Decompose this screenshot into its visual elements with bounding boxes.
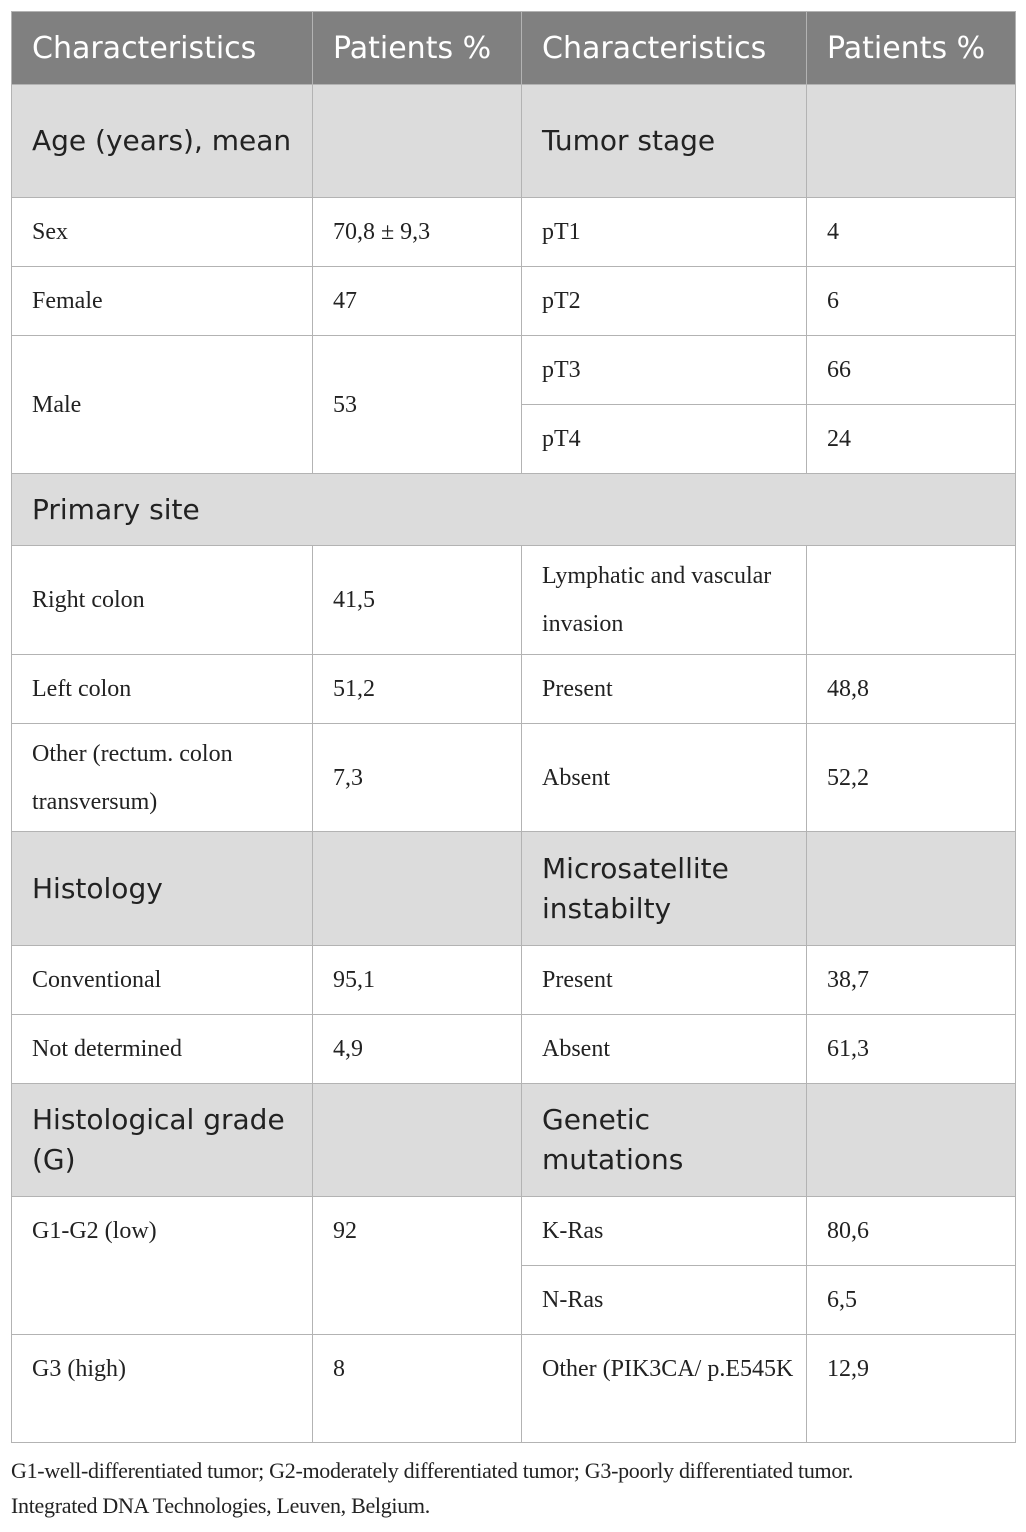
section-row: Histology Microsatellite instabilty [11,831,1016,946]
section-msi: Microsatellite instabilty [521,831,807,946]
header-characteristics: Characteristics [11,11,313,85]
cell-value: 80,6 [806,1196,1016,1266]
header-row: Characteristics Patients % Characteristi… [11,11,1016,85]
cell-label: K-Ras [521,1196,807,1266]
footnote-line: Integrated DNA Technologies, Leuven, Bel… [11,1493,430,1518]
cell-label: pT4 [521,404,807,474]
cell-value: 48,8 [806,654,1016,724]
cell-value: 38,7 [806,945,1016,1015]
cell-label: Other (rectum. colon transversum) [11,723,313,832]
table-row: G1-G2 (low) 92 K-Ras 80,6 [11,1196,1016,1335]
cell-value: 24 [806,404,1016,474]
table-row: Not determined 4,9 Absent 61,3 [11,1014,1016,1084]
table-row: Left colon 51,2 Present 48,8 [11,654,1016,724]
table-row: Sex 70,8 ± 9,3 pT1 4 [11,197,1016,267]
section-tumor-stage: Tumor stage [521,84,807,198]
cell-label: Sex [11,197,313,267]
section-row: Primary site [11,473,1016,546]
empty-cell [312,1083,522,1197]
cell-label: Lymphatic and vascular invasion [521,545,807,655]
table-row: G3 (high) 8 Other (PIK3CA/ p.E545K 12,9 [11,1334,1016,1443]
cell-value: 92 [312,1196,522,1335]
empty-cell [806,545,1016,655]
table-row: Male 53 pT3 66 [11,335,1016,474]
empty-cell [806,84,1016,198]
cell-label: pT3 [521,335,807,405]
empty-cell [806,1083,1016,1197]
cell-label: Left colon [11,654,313,724]
table-row: Other (rectum. colon transversum) 7,3 Ab… [11,723,1016,832]
header-patients: Patients % [806,11,1016,85]
section-row: Histological grade (G) Genetic mutations [11,1083,1016,1197]
table-row: Conventional 95,1 Present 38,7 [11,945,1016,1015]
cell-label: Female [11,266,313,336]
cell-label: Right colon [11,545,313,655]
cell-label: Absent [521,723,807,832]
cell-value: 41,5 [312,545,522,655]
section-primary-site: Primary site [11,473,1016,546]
table-footnote: G1-well-differentiated tumor; G2-moderat… [11,1453,1021,1523]
patient-characteristics-table: Characteristics Patients % Characteristi… [11,11,1016,1443]
cell-label: Other (PIK3CA/ p.E545K [521,1334,807,1443]
empty-cell [806,831,1016,946]
cell-value: 6 [806,266,1016,336]
section-grade: Histological grade (G) [11,1083,313,1197]
cell-value: 47 [312,266,522,336]
empty-cell [312,84,522,198]
cell-label: pT2 [521,266,807,336]
cell-label: G3 (high) [11,1334,313,1443]
cell-value: 8 [312,1334,522,1443]
header-characteristics: Characteristics [521,11,807,85]
cell-value: 70,8 ± 9,3 [312,197,522,267]
section-histology: Histology [11,831,313,946]
cell-label: pT1 [521,197,807,267]
cell-value: 7,3 [312,723,522,832]
cell-label: G1-G2 (low) [11,1196,313,1335]
cell-value: 66 [806,335,1016,405]
cell-label: Male [11,335,313,474]
cell-label: Present [521,654,807,724]
cell-value: 95,1 [312,945,522,1015]
cell-label: Present [521,945,807,1015]
cell-label: Absent [521,1014,807,1084]
cell-value: 53 [312,335,522,474]
section-row: Age (years), mean Tumor stage [11,84,1016,198]
section-mutations: Genetic mutations [521,1083,807,1197]
header-patients: Patients % [312,11,522,85]
cell-label: Not determined [11,1014,313,1084]
section-age: Age (years), mean [11,84,313,198]
cell-value: 12,9 [806,1334,1016,1443]
cell-value: 4,9 [312,1014,522,1084]
cell-value: 61,3 [806,1014,1016,1084]
table-row: Right colon 41,5 Lymphatic and vascular … [11,545,1016,655]
footnote-line: G1-well-differentiated tumor; G2-moderat… [11,1458,854,1483]
cell-label: Conventional [11,945,313,1015]
cell-value: 51,2 [312,654,522,724]
cell-value: 4 [806,197,1016,267]
table-row: Female 47 pT2 6 [11,266,1016,336]
empty-cell [312,831,522,946]
cell-value: 52,2 [806,723,1016,832]
cell-label: N-Ras [521,1265,807,1335]
cell-value: 6,5 [806,1265,1016,1335]
table-row: pT4 24 [12,404,1016,474]
